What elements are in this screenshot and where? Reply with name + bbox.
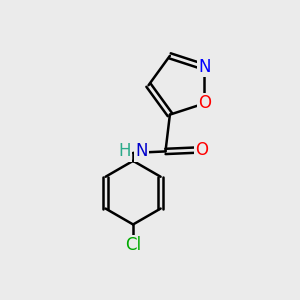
- Text: H: H: [118, 142, 131, 160]
- Text: N: N: [198, 58, 211, 76]
- Text: O: O: [195, 141, 208, 159]
- Text: O: O: [198, 94, 211, 112]
- Text: Cl: Cl: [125, 236, 141, 254]
- Text: N: N: [135, 142, 148, 160]
